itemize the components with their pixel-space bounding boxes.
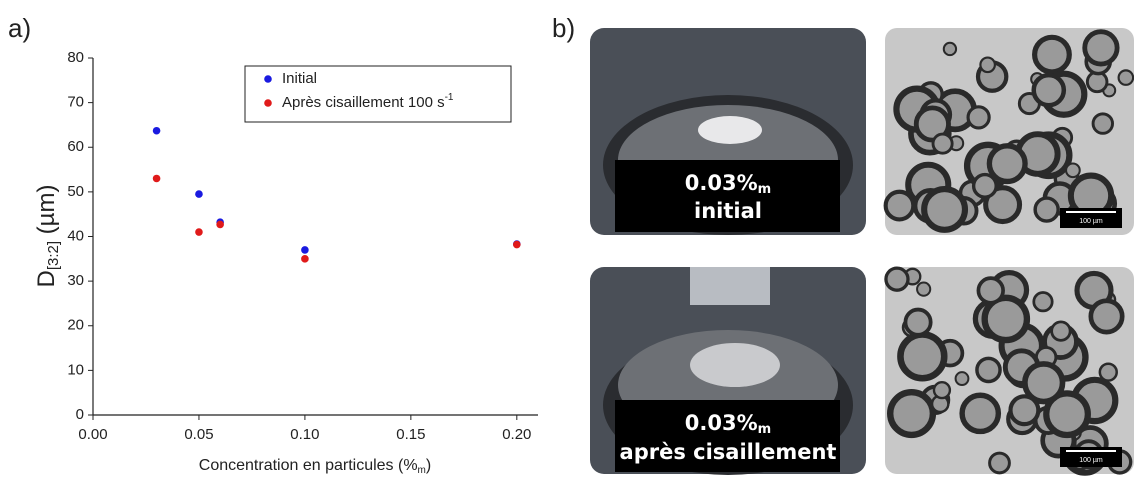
x-title-sub: m (418, 465, 426, 476)
y-tick-label: 20 (67, 317, 84, 334)
panel-label: a) (8, 13, 31, 43)
droplet (975, 356, 1002, 384)
data-point (301, 246, 309, 254)
droplet (1033, 196, 1060, 223)
droplet (942, 41, 958, 57)
legend-marker (264, 99, 272, 107)
scale-bar-label: 100 µm (1079, 218, 1103, 225)
x-tick-label: 0.20 (502, 426, 531, 443)
data-point (152, 126, 161, 135)
droplet (884, 266, 910, 292)
x-tick-label: 0.10 (290, 426, 319, 443)
photo-panels: 100 µm 100 µm 0.03%m initial 0.03%m aprè… (590, 28, 1134, 476)
y-tick-label: 80 (67, 49, 84, 66)
caption-box (615, 160, 840, 232)
caption-main: 0.03% (685, 171, 758, 195)
photo-caption-line2: après cisaillement (620, 440, 837, 464)
y-tick-label: 70 (67, 94, 84, 111)
droplet (954, 371, 970, 387)
droplet (988, 451, 1011, 475)
data-point (301, 255, 309, 263)
photo-caption: 0.03%m (685, 171, 771, 197)
droplet (1050, 320, 1072, 342)
droplet (916, 281, 932, 297)
legend-text: Initial (282, 70, 317, 87)
legend-sup: -1 (445, 92, 454, 103)
y-title-end: (µm) (33, 184, 60, 240)
droplet (986, 143, 1028, 185)
droplet (981, 294, 1031, 344)
droplet (1098, 362, 1118, 382)
data-point (195, 190, 203, 198)
droplet (1043, 390, 1091, 439)
droplet (921, 185, 969, 233)
droplet (976, 276, 1005, 305)
droplet (979, 56, 996, 74)
droplet (971, 172, 998, 199)
caption-sub: m (758, 422, 772, 437)
droplet (1031, 72, 1067, 108)
y-title-main: D (33, 270, 60, 287)
droplet (1091, 112, 1114, 135)
photo-sample (698, 116, 762, 144)
caption-main: 0.03% (685, 411, 758, 435)
panel-label: b) (552, 13, 575, 43)
droplet (897, 331, 948, 382)
photo-caption-line2: initial (694, 199, 762, 223)
y-axis-title: D[3:2] (µm) (33, 184, 62, 287)
droplet (959, 392, 1002, 435)
droplet (1082, 29, 1120, 67)
droplets (883, 29, 1134, 476)
data-point (152, 174, 161, 183)
x-title-main: Concentration en particules (% (199, 457, 418, 474)
x-tick-label: 0.05 (184, 426, 213, 443)
photo-sample (690, 343, 780, 387)
x-tick-label: 0.00 (78, 426, 107, 443)
droplet (932, 380, 952, 400)
data-point (195, 228, 203, 236)
data-point (513, 240, 521, 249)
droplet (983, 185, 1023, 225)
y-tick-label: 40 (67, 227, 84, 244)
data-point (216, 220, 224, 229)
droplet (1117, 69, 1134, 86)
droplet (966, 105, 991, 130)
droplet (1022, 361, 1066, 405)
droplet (887, 389, 937, 439)
droplet (1065, 162, 1081, 179)
droplet (903, 307, 933, 337)
legend-label: Initial (282, 70, 317, 87)
droplet (883, 189, 916, 222)
legend-box (244, 65, 512, 123)
scale-bar-label: 100 µm (1079, 457, 1103, 464)
legend-marker (264, 75, 272, 83)
caption-sub: m (758, 182, 772, 197)
droplet (1088, 298, 1125, 335)
caption-box (615, 400, 840, 472)
x-tick-label: 0.15 (396, 426, 425, 443)
droplet (1032, 291, 1054, 313)
y-tick-label: 50 (67, 183, 84, 200)
x-title-end: ) (426, 457, 431, 474)
y-title-sub: [3:2] (45, 241, 62, 270)
y-tick-label: 0 (76, 406, 84, 423)
legend-label: Après cisaillement 100 s-1 (282, 92, 454, 111)
y-tick-label: 30 (67, 272, 84, 289)
y-tick-label: 60 (67, 138, 84, 155)
photo-caption: 0.03%m (685, 411, 771, 437)
droplet (1032, 34, 1072, 75)
y-tick-label: 10 (67, 361, 84, 378)
droplet (1008, 394, 1041, 427)
x-axis-title: Concentration en particules (%m) (199, 457, 431, 475)
droplet (931, 132, 954, 155)
photo-geometry (690, 267, 770, 305)
legend-text: Après cisaillement 100 s (282, 94, 445, 111)
